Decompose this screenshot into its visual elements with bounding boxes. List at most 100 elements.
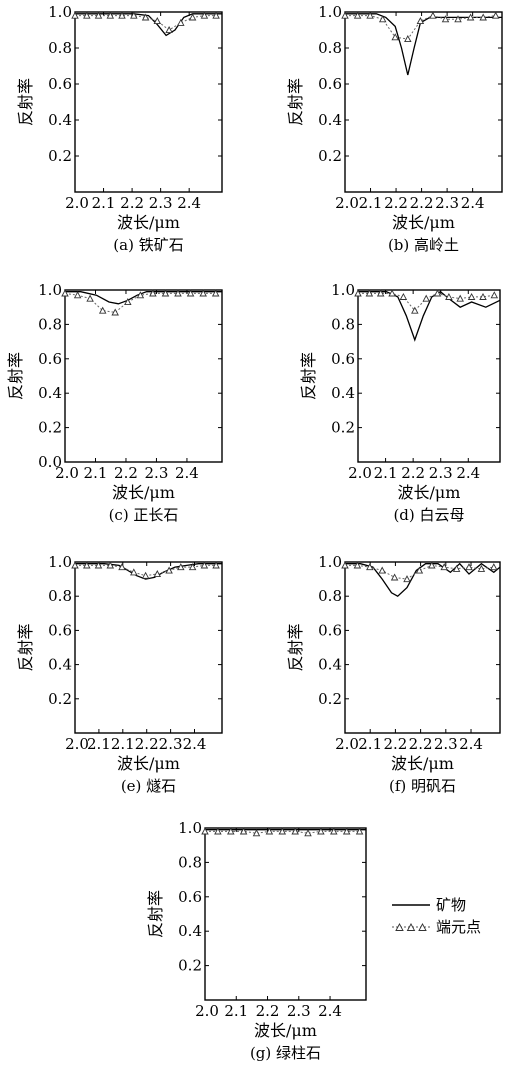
endmember-marker <box>161 289 170 297</box>
legend-endmember-marker <box>406 923 416 931</box>
y-tick-label: 0.6 <box>318 621 342 639</box>
subplot-c: 1.0 0.8 0.6 0.4 0.2 0.02.0 2.1 2.2 2.3 2.4波长/μm 反射… <box>6 281 223 524</box>
y-tick-label: 0.4 <box>38 384 62 402</box>
x-tick-label: 2.1 <box>374 464 398 482</box>
x-tick-label: 2.2 <box>384 194 408 212</box>
endmember-marker <box>83 561 91 569</box>
legend-mineral-label: 矿物 <box>436 896 466 914</box>
endmember-marker <box>211 289 220 297</box>
x-tick-label: 2.0 <box>348 464 372 482</box>
endmember-marker <box>454 15 462 23</box>
endmember-marker <box>441 15 450 23</box>
endmember-marker <box>479 13 487 21</box>
endmember-marker <box>130 11 138 19</box>
endmember-marker <box>71 11 79 19</box>
endmember-marker <box>291 827 299 835</box>
y-tick-label: 0.4 <box>178 922 202 940</box>
endmember-marker <box>278 827 287 835</box>
y-tick-label: 1.0 <box>38 281 62 299</box>
endmember-marker <box>479 292 487 300</box>
endmember-marker <box>252 829 261 837</box>
endmember-marker <box>106 11 115 19</box>
endmember-marker <box>265 827 274 835</box>
y-tick-label: 1.0 <box>48 3 72 21</box>
plot-frame <box>74 561 223 734</box>
endmember-marker <box>354 289 362 297</box>
endmember-marker <box>317 827 325 835</box>
x-axis-title: 波长/μm <box>112 483 175 502</box>
endmember-marker <box>188 563 197 571</box>
y-axis-title: 反射率 <box>146 890 165 938</box>
endmember-marker <box>200 11 209 19</box>
x-tick-label: 2.2 <box>120 194 144 212</box>
endmember-marker <box>141 571 150 579</box>
endmember-marker <box>165 566 173 574</box>
y-axis-title: 反射率 <box>16 78 35 126</box>
subplot-b: 1.00.80.60.40.22.0 2.1 2.2 2.2 2.3 2.4波长/μm反射… <box>286 3 503 254</box>
endmember-marker <box>239 827 248 835</box>
y-tick-label: 0.0 <box>38 453 62 471</box>
mineral-series-line <box>75 563 222 580</box>
y-axis-title: 反射率 <box>16 623 35 671</box>
endmember-marker <box>452 564 461 572</box>
endmember-marker <box>467 292 476 300</box>
endmember-marker <box>399 292 408 300</box>
legend-endmember-label: 端元点 <box>436 918 481 936</box>
endmember-marker <box>200 561 209 569</box>
x-tick-label: 2.3 <box>159 735 183 753</box>
endmember-marker <box>445 292 453 300</box>
x-tick-label: 2.0 <box>335 194 359 212</box>
x-tick-label: 2.1 <box>359 194 383 212</box>
endmember-marker <box>153 570 162 578</box>
endmember-marker <box>355 827 364 835</box>
endmember-marker <box>491 11 500 19</box>
endmember-marker <box>490 563 498 571</box>
y-tick-label: 0.2 <box>331 419 355 437</box>
endmember-marker <box>118 11 126 19</box>
endmember-marker <box>429 11 437 19</box>
x-tick-label: 2.2 <box>383 735 407 753</box>
endmember-marker <box>212 11 220 19</box>
y-tick-label: 0.6 <box>38 350 62 368</box>
y-tick-label: 0.6 <box>48 75 72 93</box>
plot-frame <box>204 827 367 1001</box>
y-tick-label: 0.6 <box>318 75 342 93</box>
x-tick-label: 2.1 <box>92 194 116 212</box>
endmember-marker <box>330 827 338 835</box>
endmember-marker <box>186 289 195 297</box>
endmember-marker <box>130 568 138 576</box>
x-tick-label: 2.4 <box>461 194 485 212</box>
endmember-marker <box>201 827 209 835</box>
x-tick-label: 2.4 <box>318 1002 342 1020</box>
x-tick-label: 2.3 <box>287 1002 311 1020</box>
y-tick-label: 0.2 <box>38 419 62 437</box>
endmember-marker <box>433 289 442 297</box>
y-tick-label: 0.6 <box>48 621 72 639</box>
x-tick-label: 2.3 <box>434 735 458 753</box>
y-tick-label: 0.6 <box>331 350 355 368</box>
x-tick-label: 2.2 <box>256 1002 280 1020</box>
y-tick-label: 0.8 <box>48 39 72 57</box>
y-tick-label: 0.4 <box>48 111 72 129</box>
endmember-marker <box>304 829 312 837</box>
endmember-marker <box>391 33 399 41</box>
y-tick-label: 0.4 <box>318 111 342 129</box>
subplot-g: 1.0 0.8 0.6 0.4 0.2 2.0 2.1 2.2 2.3 2.4波长/μm 反射率 (g… <box>146 819 367 1062</box>
endmember-marker <box>212 561 220 569</box>
plot-frame <box>74 11 223 193</box>
endmember-marker <box>227 827 235 835</box>
endmember-marker <box>71 561 79 569</box>
y-tick-label: 0.8 <box>38 315 62 333</box>
y-tick-label: 0.2 <box>48 690 72 708</box>
endmember-marker <box>342 827 351 835</box>
subplot-f: 1.00.80.60.40.22.0 2.1 2.2 2.2 2.3 2.4波长/μm反射… <box>286 553 501 795</box>
subplot-caption: (a) 铁矿石 <box>113 236 183 254</box>
x-tick-label: 2.0 <box>335 735 359 753</box>
endmember-marker <box>61 289 69 297</box>
endmember-marker <box>378 566 386 574</box>
x-tick-label: 2.1 <box>84 464 108 482</box>
endmember-marker <box>353 561 362 569</box>
y-tick-label: 0.8 <box>178 853 202 871</box>
endmember-marker <box>177 563 185 571</box>
